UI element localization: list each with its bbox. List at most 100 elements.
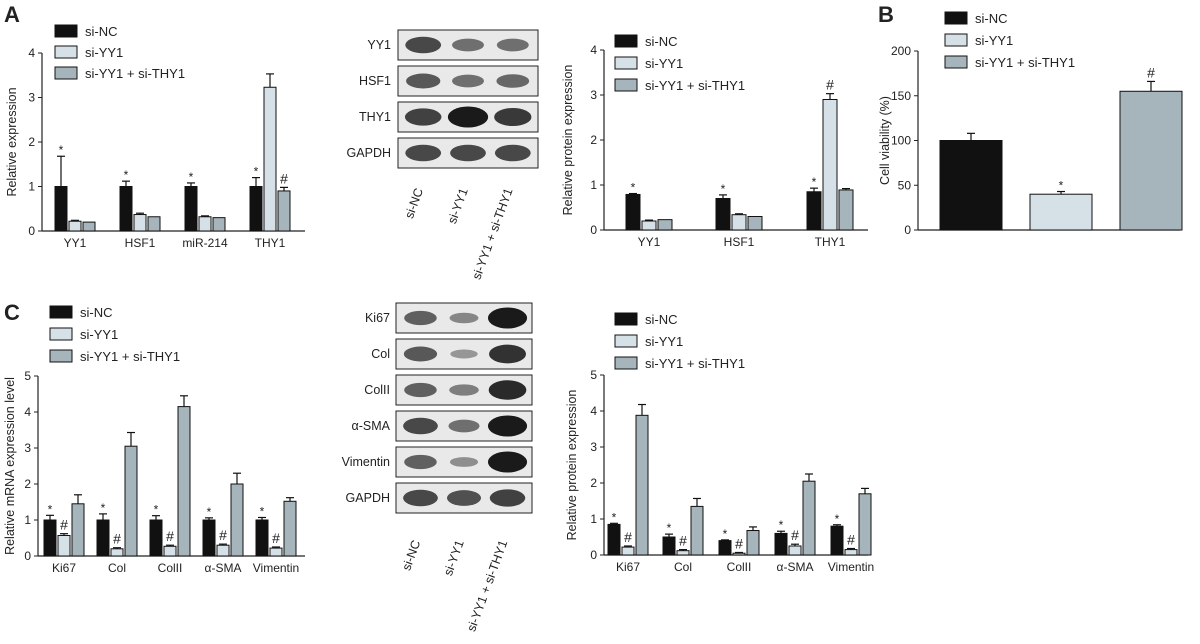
x-tick-label: α-SMA [777, 560, 814, 574]
bar-si-nc [607, 523, 621, 556]
blot-band [489, 344, 527, 364]
x-tick-label: miR-214 [182, 236, 228, 250]
y-tick-label: 150 [891, 89, 911, 103]
blot-band [487, 415, 528, 437]
y-tick-label: 3 [590, 440, 597, 454]
legend-label: si-YY1 [645, 56, 683, 71]
x-tick-label: YY1 [64, 236, 87, 250]
bar-si-nc [43, 519, 57, 557]
bar-si-yy1 [788, 545, 802, 556]
legend-swatch [49, 305, 73, 319]
y-axis-label: Relative protein expression [565, 390, 579, 541]
blot-band [449, 384, 479, 396]
blot-band [404, 382, 437, 398]
legend-label: si-YY1 + si-THY1 [975, 55, 1075, 70]
bar-si-nc [54, 186, 68, 232]
legend-swatch [944, 11, 968, 25]
legend-swatch [54, 24, 78, 38]
blot-band [450, 144, 486, 162]
significance-star: * [721, 182, 726, 196]
chart-c-mrna-expression: 0 1 2 3 4 5 Relative mRNA expression level * # Ki… [3, 369, 305, 575]
bar-si-nc [625, 193, 641, 231]
blot-band [494, 144, 531, 162]
bar-si-yy1-si-thy1 [657, 219, 673, 231]
chart-b-cell-viability: 0 50 100 150 200 Cell viability (%) * # [878, 44, 1183, 237]
legend-label: si-YY1 [975, 33, 1013, 48]
blot-lane-label: si-YY1 + si-THY1 [464, 538, 510, 633]
bar-si-yy1 [57, 534, 71, 557]
blot-band [403, 417, 438, 435]
bar-si-nc [774, 532, 788, 556]
significance-hash: # [280, 170, 288, 186]
bar-si-nc [662, 536, 676, 556]
bar-si-nc [249, 186, 263, 232]
blot-band [405, 144, 442, 162]
y-tick-label: 1 [28, 180, 35, 194]
bar-si-yy1-si-thy1 [230, 483, 244, 557]
significance-star: * [1059, 179, 1064, 193]
x-tick-label: THY1 [255, 236, 286, 250]
chart-c-protein-expression: 0 1 2 3 4 5 Relative protein expression * # Ki67 *… [565, 368, 874, 574]
x-tick-label: Ki67 [616, 560, 640, 574]
bar-si-yy1-si-thy1 [746, 530, 760, 556]
panel-label-b: B [878, 2, 894, 27]
western-blot-c: Ki67 Col ColII α-SMA Vimentin GAPDH si-NC si-YY… [342, 302, 533, 633]
blot-band [487, 451, 528, 473]
legend-a2: si-NC si-YY1 si-YY1 + si-THY1 [614, 34, 745, 93]
blot-band [488, 380, 527, 400]
bar-si-yy1-si-thy1 [1119, 90, 1183, 231]
blot-row-label: GAPDH [346, 491, 390, 505]
significance-star: * [835, 512, 840, 526]
x-tick-label: Vimentin [828, 560, 874, 574]
bar-si-nc [96, 519, 110, 557]
blot-band [404, 454, 437, 470]
significance-star: * [667, 521, 672, 535]
bar-si-yy1-si-thy1 [277, 190, 291, 232]
y-axis-label: Relative mRNA expression level [3, 377, 17, 555]
y-tick-label: 2 [24, 477, 31, 491]
y-tick-label: 4 [590, 43, 597, 57]
blot-band [489, 489, 526, 507]
bar-si-yy1 [844, 549, 858, 556]
bar-si-yy1 [110, 548, 124, 557]
bar-si-yy1 [676, 550, 690, 556]
blot-lane-label: si-NC [399, 538, 423, 572]
blot-band [487, 307, 528, 329]
significance-star: * [612, 510, 617, 524]
y-tick-label: 2 [590, 476, 597, 490]
significance-star: * [723, 527, 728, 541]
blot-band [449, 312, 479, 324]
y-tick-label: 50 [898, 178, 912, 192]
legend-label: si-YY1 [80, 327, 118, 342]
bar-si-nc [718, 540, 732, 556]
blot-row-label: Vimentin [342, 455, 390, 469]
legend-swatch [614, 78, 638, 92]
y-tick-label: 3 [24, 441, 31, 455]
bar-si-yy1-si-thy1 [283, 500, 297, 557]
significance-hash: # [272, 530, 280, 546]
y-axis-label: Relative protein expression [561, 65, 575, 216]
significance-hash: # [113, 531, 121, 547]
legend-swatch [614, 56, 638, 70]
y-tick-label: 5 [590, 368, 597, 382]
blot-row-label: ColII [364, 383, 390, 397]
legend-label: si-YY1 + si-THY1 [85, 66, 185, 81]
y-tick-label: 0 [590, 223, 597, 237]
bar-si-yy1-si-thy1 [858, 493, 872, 556]
y-tick-label: 0 [24, 549, 31, 563]
significance-star: * [59, 143, 64, 157]
y-tick-label: 0 [28, 224, 35, 238]
blot-band [448, 419, 480, 433]
legend-label: si-NC [645, 312, 678, 327]
legend-swatch [54, 45, 78, 59]
blot-row-label: THY1 [359, 110, 391, 124]
legend-swatch [614, 34, 638, 48]
bar-si-nc [830, 525, 844, 556]
y-tick-label: 3 [28, 91, 35, 105]
blot-band [496, 38, 529, 52]
y-tick-label: 100 [891, 134, 911, 148]
blot-row-label: YY1 [367, 38, 391, 52]
legend-c1: si-NC si-YY1 si-YY1 + si-THY1 [49, 305, 180, 364]
bar-si-yy1 [263, 86, 277, 232]
